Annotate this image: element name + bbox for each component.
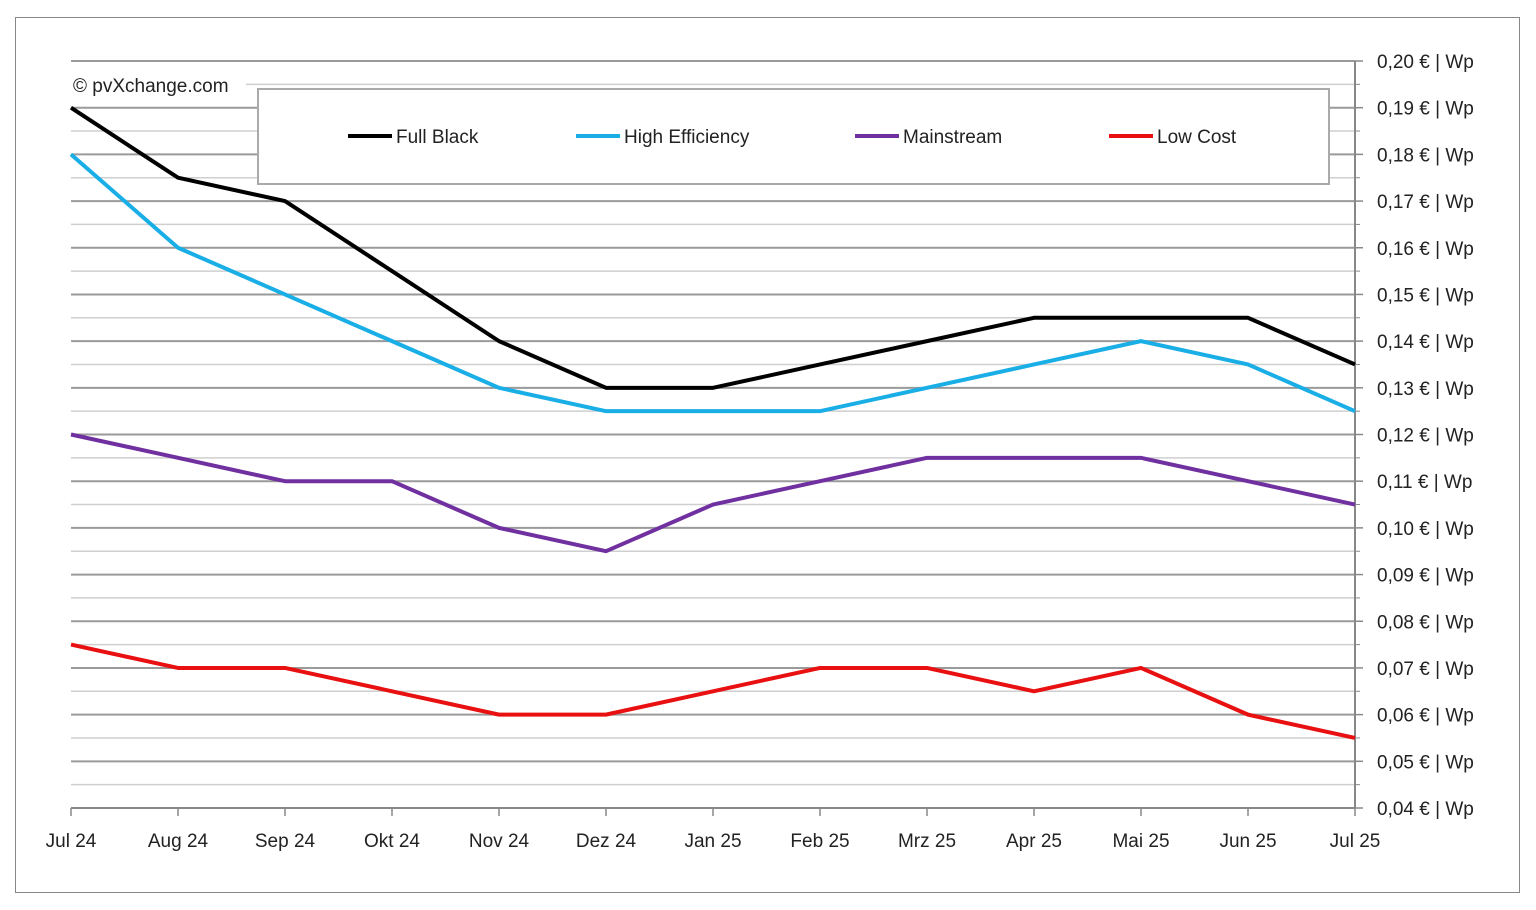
x-tick-label: Mrz 25	[898, 831, 956, 852]
y-tick-label: 0,08 € | Wp	[1377, 612, 1474, 633]
y-tick-label: 0,09 € | Wp	[1377, 566, 1474, 587]
y-tick-label: 0,19 € | Wp	[1377, 99, 1474, 120]
y-tick-label: 0,15 € | Wp	[1377, 285, 1474, 306]
x-tick-label: Okt 24	[364, 831, 420, 852]
legend-label: Mainstream	[903, 127, 1002, 148]
series-line-high-efficiency	[69, 152, 1356, 414]
legend-label: Low Cost	[1157, 127, 1237, 148]
legend-label: High Efficiency	[624, 127, 750, 148]
x-tick-label: Aug 24	[148, 831, 209, 852]
y-tick-label: 0,12 € | Wp	[1377, 426, 1474, 447]
y-tick-label: 0,11 € | Wp	[1377, 472, 1472, 493]
y-tick-label: 0,05 € | Wp	[1377, 752, 1474, 773]
y-tick-label: 0,13 € | Wp	[1377, 379, 1474, 400]
y-tick-label: 0,20 € | Wp	[1377, 52, 1474, 73]
x-tick-label: Dez 24	[576, 831, 637, 852]
x-tick-label: Jul 24	[46, 831, 97, 852]
series-line-low-cost	[70, 642, 1356, 740]
x-tick-label: Mai 25	[1112, 831, 1169, 852]
y-tick-label: 0,04 € | Wp	[1377, 799, 1474, 820]
watermark: © pvXchange.com	[73, 76, 229, 97]
watermark-bg	[66, 70, 246, 100]
y-tick-label: 0,10 € | Wp	[1377, 519, 1474, 540]
series-line-full-black	[69, 106, 1356, 390]
y-tick-label: 0,07 € | Wp	[1377, 659, 1474, 680]
x-tick-label: Sep 24	[255, 831, 316, 852]
legend-label: Full Black	[396, 127, 479, 148]
x-tick-label: Jul 25	[1330, 831, 1381, 852]
x-tick-label: Jan 25	[684, 831, 741, 852]
y-tick-label: 0,14 € | Wp	[1377, 332, 1474, 353]
y-tick-label: 0,17 € | Wp	[1377, 192, 1474, 213]
y-tick-label: 0,06 € | Wp	[1377, 706, 1474, 727]
x-tick-label: Feb 25	[790, 831, 849, 852]
series-line-mainstream	[70, 432, 1356, 554]
y-tick-label: 0,18 € | Wp	[1377, 145, 1474, 166]
x-tick-label: Apr 25	[1006, 831, 1062, 852]
y-tick-label: 0,16 € | Wp	[1377, 239, 1474, 260]
x-tick-label: Jun 25	[1219, 831, 1276, 852]
chart-frame	[15, 17, 1520, 893]
x-tick-label: Nov 24	[469, 831, 530, 852]
